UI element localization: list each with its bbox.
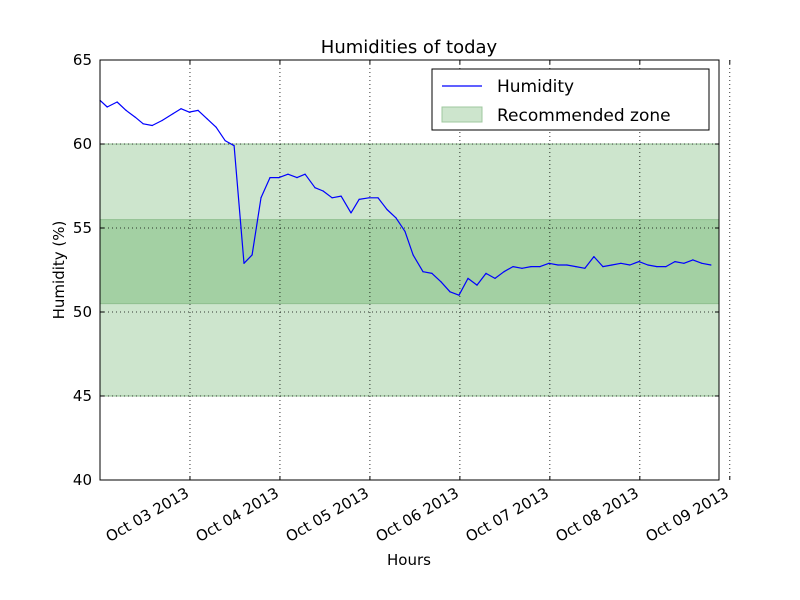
data-point xyxy=(530,266,532,268)
data-point xyxy=(557,264,559,266)
data-point xyxy=(243,262,245,264)
data-point xyxy=(188,111,190,113)
data-point xyxy=(575,266,577,268)
data-point xyxy=(296,177,298,179)
data-point xyxy=(314,187,316,189)
y-tick-label: 40 xyxy=(73,471,92,489)
data-point xyxy=(512,266,514,268)
legend-patch-swatch xyxy=(441,106,483,123)
data-point xyxy=(331,197,333,199)
data-point xyxy=(440,281,442,283)
data-point xyxy=(233,145,235,147)
data-point xyxy=(629,264,631,266)
data-point xyxy=(260,197,262,199)
data-point xyxy=(368,197,370,199)
data-point xyxy=(674,261,676,263)
data-point xyxy=(251,254,253,256)
data-point xyxy=(656,266,658,268)
data-point xyxy=(412,254,414,256)
data-point xyxy=(377,197,379,199)
y-axis-label: Humidity (%) xyxy=(50,221,68,320)
data-point xyxy=(548,262,550,264)
plot-frame xyxy=(99,59,720,481)
data-point xyxy=(386,208,388,211)
data-point xyxy=(125,109,127,111)
data-point xyxy=(521,267,523,269)
data-point xyxy=(539,266,541,268)
data-point xyxy=(197,109,199,111)
data-point xyxy=(116,101,118,103)
band-1 xyxy=(100,219,719,304)
data-point xyxy=(269,177,271,179)
data-point xyxy=(304,173,306,175)
data-point xyxy=(180,108,182,110)
data-point xyxy=(172,113,174,115)
data-point xyxy=(593,256,595,258)
data-point xyxy=(431,272,433,274)
data-point xyxy=(142,123,144,125)
legend: Humidity Recommended zone xyxy=(431,68,710,131)
data-point xyxy=(340,195,342,197)
data-point xyxy=(449,291,451,293)
data-point xyxy=(224,140,226,142)
data-point xyxy=(404,230,406,232)
data-point xyxy=(611,264,613,266)
data-point xyxy=(602,266,604,268)
legend-label-humidity: Humidity xyxy=(497,77,574,97)
data-point xyxy=(494,277,496,279)
data-point xyxy=(106,106,108,108)
data-point xyxy=(584,267,586,269)
y-tick-label: 55 xyxy=(73,219,92,237)
data-point xyxy=(503,271,505,273)
data-point xyxy=(485,272,487,274)
data-point xyxy=(467,277,469,279)
data-point xyxy=(683,262,685,264)
data-point xyxy=(350,212,352,214)
data-point xyxy=(422,271,424,273)
chart-title: Humidities of today xyxy=(321,37,498,58)
data-point xyxy=(638,261,640,263)
data-point xyxy=(278,177,280,179)
data-point xyxy=(287,173,289,175)
legend-label-recommended-zone: Recommended zone xyxy=(497,106,671,126)
data-point xyxy=(151,124,153,127)
y-tick-label: 65 xyxy=(73,51,92,69)
data-point xyxy=(458,294,460,296)
y-tick-label: 45 xyxy=(73,387,92,405)
data-point xyxy=(620,262,622,264)
data-point xyxy=(701,262,703,264)
data-point xyxy=(161,119,163,122)
data-point xyxy=(134,116,136,118)
data-point xyxy=(647,264,649,266)
data-point xyxy=(710,264,712,266)
data-point xyxy=(206,118,208,120)
y-tick-label: 50 xyxy=(73,303,92,321)
data-point xyxy=(215,126,217,128)
x-axis-label: Hours xyxy=(387,551,431,569)
data-point xyxy=(476,284,478,286)
bands-layer xyxy=(100,143,719,397)
y-tick-label: 60 xyxy=(73,135,92,153)
data-point xyxy=(566,264,568,266)
data-point xyxy=(692,259,694,261)
data-point xyxy=(322,190,324,192)
data-point xyxy=(665,266,667,268)
data-point xyxy=(358,198,360,200)
data-point xyxy=(395,217,397,219)
